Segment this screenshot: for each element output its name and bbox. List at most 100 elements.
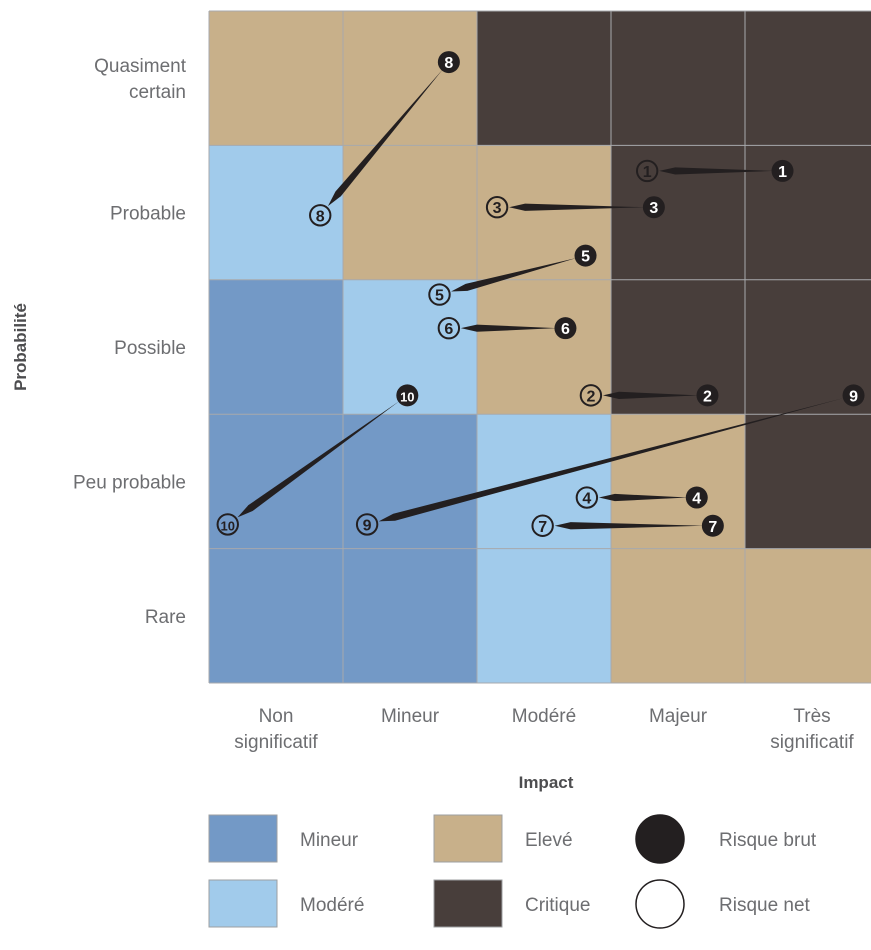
risk-net-label: 9 [363, 517, 372, 534]
matrix-cell-r4-c4 [611, 414, 745, 549]
legend-net-swatch [635, 879, 685, 929]
legend-label: Critique [525, 895, 590, 916]
matrix-cell-r3-c4 [611, 279, 745, 415]
legend-swatch-modere [208, 879, 278, 928]
legend-swatch-mineur [208, 814, 278, 863]
column-label: significatif [770, 732, 854, 753]
risk-net-marker-9: 9 [355, 513, 379, 536]
risk-net-marker-2: 2 [579, 384, 603, 407]
risk-brut-label: 9 [849, 388, 858, 405]
risk-brut-label: 4 [692, 491, 701, 508]
legend-swatch-eleve [433, 814, 503, 863]
risk-brut-label: 3 [649, 200, 658, 217]
risk-arrow-2 [602, 391, 699, 399]
net-circle [635, 159, 659, 183]
risk-brut-label: 1 [778, 164, 787, 181]
net-circle [579, 384, 603, 407]
row-label: Possible [114, 338, 186, 359]
risk-brut-marker-10: 10 [396, 384, 419, 407]
risk-net-label: 4 [582, 491, 591, 508]
brut-circle [696, 384, 719, 407]
legend-item-mineur: Mineur [208, 814, 359, 863]
brut-circle [701, 514, 724, 537]
legend-item-critique: Critique [433, 879, 590, 928]
net-circle [355, 513, 379, 536]
risk-arrow-5 [451, 257, 577, 292]
risk-arrow-6 [460, 324, 557, 332]
column-label: Majeur [649, 706, 708, 727]
risk-arrows [237, 68, 845, 530]
net-circle [437, 316, 461, 340]
matrix-cell-r4-c2 [343, 414, 477, 549]
risk-net-label: 2 [586, 388, 595, 405]
column-label: Modéré [512, 706, 576, 727]
legend-label: Risque brut [719, 830, 817, 851]
net-circle [531, 514, 554, 537]
brut-circle [771, 159, 794, 182]
row-labels: Quasiment certain Probable Possible Peu prob… [73, 56, 187, 628]
risk-brut-marker-8: 8 [437, 51, 460, 74]
row-label: certain [129, 82, 186, 103]
risk-net-marker-8: 8 [309, 204, 332, 227]
risk-arrow-7 [554, 522, 704, 530]
risk-net-label: 6 [444, 321, 453, 338]
matrix-cell-r2-c4 [611, 145, 745, 280]
matrix-cell-r3-c1 [209, 279, 343, 415]
matrix-cell-r1-c5 [745, 11, 871, 146]
risk-arrow-8 [327, 68, 444, 207]
matrix-cell-r5-c3 [477, 548, 611, 683]
risk-brut-label: 7 [708, 519, 717, 536]
column-label: Très [793, 706, 830, 727]
brut-circle [554, 317, 577, 340]
column-label: significatif [234, 732, 318, 753]
legend-item-net: Risque net [635, 879, 811, 929]
net-circle [485, 196, 509, 219]
risk-net-label: 7 [538, 519, 547, 536]
risk-brut-label: 8 [444, 55, 453, 72]
row-label: Peu probable [73, 472, 186, 493]
net-circle [428, 283, 451, 306]
matrix-cell-r1-c4 [611, 11, 745, 146]
matrix-cell-r1-c3 [477, 11, 611, 146]
row-label: Probable [110, 204, 186, 225]
brut-circle [437, 51, 460, 74]
matrix-cell-r4-c1 [209, 414, 343, 549]
matrix-cell-r2-c2 [343, 145, 477, 280]
net-circle [216, 513, 239, 536]
legend-label: Mineur [300, 830, 359, 851]
y-axis-title: Probabilité [11, 303, 30, 391]
brut-circle [574, 244, 597, 267]
brut-circle [685, 486, 708, 509]
legend-item-modere: Modéré [208, 879, 364, 928]
risk-brut-marker-4: 4 [685, 486, 708, 509]
risk-net-marker-6: 6 [437, 316, 461, 340]
legend-brut-swatch [635, 814, 685, 864]
risk-net-label: 3 [493, 200, 502, 217]
risk-net-label: 8 [316, 208, 325, 225]
risk-brut-label: 5 [581, 249, 590, 266]
column-label: Non [259, 706, 294, 727]
risk-arrow-1 [659, 167, 774, 175]
matrix-cells [209, 11, 871, 683]
risk-brut-label: 10 [400, 389, 414, 404]
x-axis-title: Impact [519, 773, 574, 792]
risk-net-marker-5: 5 [428, 283, 451, 306]
risk-arrow-10 [237, 400, 401, 518]
risk-brut-label: 6 [561, 321, 570, 338]
matrix-cell-r1-c2 [343, 11, 477, 146]
matrix-cell-r5-c4 [611, 548, 745, 683]
risk-net-label: 10 [221, 518, 235, 533]
matrix-cell-r5-c1 [209, 548, 343, 683]
matrix-cell-r5-c5 [745, 548, 871, 683]
brut-circle [396, 384, 419, 407]
legend: Mineur Elevé Risque brut Modéré Critique Risq… [208, 814, 817, 929]
legend-item-eleve: Elevé [433, 814, 573, 863]
risk-brut-marker-9: 9 [842, 384, 865, 407]
risk-net-marker-3: 3 [485, 196, 509, 219]
risk-arrow-3 [509, 203, 645, 211]
matrix-grid [208, 10, 871, 684]
risk-brut-marker-7: 7 [701, 514, 724, 537]
matrix-cell-r5-c2 [343, 548, 477, 683]
brut-circle [842, 384, 865, 407]
